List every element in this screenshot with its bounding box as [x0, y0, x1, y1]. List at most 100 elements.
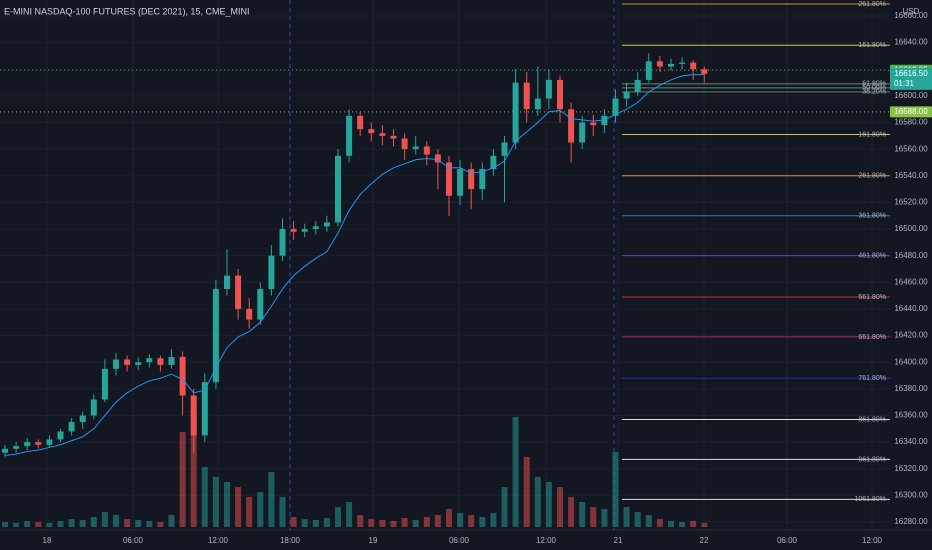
candle-body — [434, 154, 441, 163]
x-tick-label: 06:00 — [123, 536, 144, 545]
volume-bar — [57, 521, 64, 527]
candle-body — [323, 222, 330, 227]
volume-bar — [668, 521, 674, 527]
x-tick-label: 18:00 — [280, 536, 301, 545]
volume-bar — [390, 521, 397, 527]
candle-body — [468, 169, 475, 190]
fib-label: 50.00% — [862, 85, 886, 92]
volume-bar — [545, 482, 552, 527]
candle-body — [368, 129, 375, 134]
volume-bar — [279, 497, 286, 527]
candle-body — [168, 356, 175, 365]
candle-layer — [2, 53, 708, 457]
volume-bar — [601, 509, 608, 527]
volume-bar — [235, 487, 242, 527]
candle-body — [490, 155, 497, 170]
candle-body — [290, 229, 297, 232]
candle-body — [357, 115, 364, 130]
candle-body — [612, 98, 619, 116]
fib-label: 1061.80% — [854, 496, 886, 503]
candle-body — [79, 415, 86, 423]
candle-body — [545, 79, 552, 99]
fib-label: 161.80% — [858, 131, 886, 138]
chart-title: E-MINI NASDAQ-100 FUTURES (DEC 2021), 15… — [4, 6, 250, 16]
volume-bar — [612, 452, 619, 527]
volume-bar — [690, 521, 697, 527]
volume-bar — [434, 515, 441, 527]
candle-body — [179, 356, 186, 396]
candle-body — [412, 146, 419, 150]
fib-label: 461.80% — [858, 253, 886, 260]
fib-label: 261.80% — [858, 173, 886, 180]
volume-bar — [679, 522, 686, 527]
countdown: 01:31 — [894, 79, 915, 88]
volume-bar — [579, 502, 586, 527]
candle-body — [656, 61, 663, 67]
y-tick-label: 16340.00 — [894, 437, 928, 446]
volume-bar — [523, 457, 530, 527]
y-tick-label: 16400.00 — [894, 357, 928, 366]
candle-body — [668, 63, 674, 67]
candle-body — [379, 133, 386, 136]
candle-body — [401, 138, 408, 150]
candle-body — [235, 275, 242, 309]
volume-bar — [534, 477, 541, 527]
volume-bar — [24, 521, 31, 527]
currency: USD — [903, 7, 920, 16]
volume-bar — [13, 523, 20, 527]
candle-body — [501, 142, 508, 156]
volume-bar — [468, 515, 475, 527]
candle-body — [57, 431, 64, 440]
volume-bar — [357, 515, 364, 527]
candle-body — [390, 135, 397, 139]
volume-bar — [124, 519, 131, 527]
volume-bar — [479, 517, 486, 527]
x-tick-label: 21 — [614, 536, 623, 545]
volume-bar — [257, 492, 264, 527]
x-tick-label: 06:00 — [449, 536, 470, 545]
candle-body — [634, 79, 641, 92]
volume-bar — [656, 519, 663, 527]
candle-body — [101, 368, 108, 400]
y-tick-label: 16500.00 — [894, 224, 928, 233]
fib-label: 861.80% — [858, 416, 886, 423]
volume-bar — [335, 507, 341, 527]
y-tick-label: 16640.00 — [894, 38, 928, 47]
candle-body — [113, 359, 119, 369]
x-tick-label: 19 — [369, 536, 378, 545]
candle-body — [212, 288, 219, 383]
fib-label: 361.80% — [858, 213, 886, 220]
candle-body — [446, 162, 452, 196]
volume-bar — [268, 472, 275, 527]
candle-body — [301, 229, 308, 232]
candle-body — [190, 395, 197, 436]
volume-bar — [146, 521, 153, 527]
y-tick-label: 16300.00 — [894, 490, 928, 499]
candle-body — [423, 146, 430, 155]
candle-body — [46, 439, 53, 445]
candle-body — [679, 62, 686, 64]
candle-body — [690, 62, 697, 70]
volume-bar — [201, 467, 208, 527]
volume-bar — [301, 519, 308, 527]
candle-body — [24, 442, 31, 447]
volume-bar — [224, 482, 230, 527]
y-tick-label: 16480.00 — [894, 251, 928, 260]
moving-average — [4, 74, 705, 456]
volume-bar — [512, 417, 519, 527]
volume-bar — [246, 497, 253, 527]
y-tick-label: 16580.00 — [894, 118, 928, 127]
volume-bar — [501, 487, 508, 527]
candle-body — [457, 169, 464, 196]
fib-label: 661.80% — [858, 334, 886, 341]
candle-body — [701, 69, 708, 74]
x-tick-label: 12:00 — [208, 536, 229, 545]
volume-bar — [557, 487, 563, 527]
y-tick-label: 16540.00 — [894, 171, 928, 180]
fib-label: 761.80% — [858, 375, 886, 382]
fib-label: 561.80% — [858, 294, 886, 301]
x-tick-label: 22 — [700, 536, 709, 545]
candle-body — [590, 122, 597, 126]
